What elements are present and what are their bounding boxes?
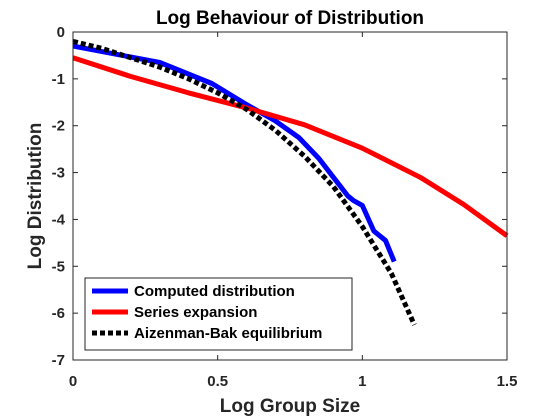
x-tick-label: 0.5 (207, 373, 228, 390)
legend: Computed distribution Series expansion Aiz… (84, 277, 353, 351)
y-tick-label: -7 (52, 352, 65, 369)
legend-label: Computed distribution (134, 283, 295, 300)
series-line-series-expansion (72, 55, 509, 238)
y-tick-label: -6 (52, 305, 65, 322)
y-axis: 0 -1 -2 -3 -4 -5 -6 -7 (52, 24, 507, 369)
x-axis: 0 0.5 1 1.5 (69, 32, 518, 390)
y-tick-label: -5 (52, 258, 65, 275)
series-line-aizenman-bak-equilibrium (72, 38, 417, 326)
chart-title: Log Behaviour of Distribution (156, 8, 424, 29)
x-tick-label: 1.5 (497, 373, 518, 390)
x-tick-label: 0 (69, 373, 77, 390)
x-axis-label: Log Group Size (220, 396, 360, 417)
plot-lines (72, 38, 509, 326)
y-tick-label: 0 (57, 24, 65, 41)
series-line-computed-distribution (72, 43, 397, 263)
legend-label: Series expansion (134, 304, 257, 321)
y-axis-label: Log Distribution (25, 123, 46, 270)
x-tick-label: 1 (358, 373, 366, 390)
y-tick-label: -2 (52, 118, 65, 135)
legend-box (84, 277, 353, 351)
legend-label: Aizenman-Bak equilibrium (134, 325, 322, 342)
y-tick-label: -3 (52, 165, 65, 182)
plot-frame (72, 31, 508, 361)
y-tick-label: -1 (52, 71, 65, 88)
y-tick-label: -4 (52, 211, 66, 228)
